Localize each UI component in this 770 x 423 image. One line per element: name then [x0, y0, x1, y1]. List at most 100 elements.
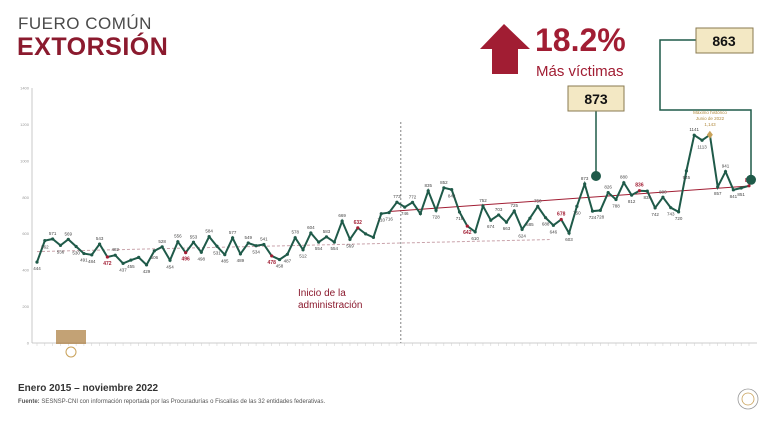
- data-point: [137, 255, 141, 259]
- data-label: 834: [644, 195, 652, 200]
- data-label: 945: [683, 175, 691, 180]
- data-label: 746: [401, 211, 409, 216]
- trend-line-before: [36, 239, 550, 253]
- data-point: [567, 231, 571, 235]
- data-point: [105, 255, 110, 259]
- data-point: [51, 237, 55, 241]
- data-label: 506: [151, 255, 159, 260]
- data-point: [144, 263, 149, 267]
- data-point: [254, 244, 258, 248]
- data-point: [74, 244, 78, 249]
- data-point: [473, 230, 477, 234]
- data-label: 772: [409, 194, 417, 199]
- data-point: [551, 223, 555, 227]
- data-point: [43, 239, 47, 243]
- data-point: [606, 190, 610, 195]
- data-point: [410, 200, 415, 204]
- data-point: [512, 209, 516, 213]
- data-point: [403, 205, 407, 209]
- data-point: [340, 219, 344, 223]
- data-label: 484: [88, 259, 96, 264]
- y-tick-label: 0: [27, 341, 30, 346]
- data-label: 710: [378, 218, 386, 223]
- record-marker-icon: [706, 130, 713, 139]
- data-point: [504, 220, 509, 224]
- data-label: 583: [323, 229, 331, 234]
- data-point: [270, 254, 274, 258]
- data-label: 491: [80, 258, 88, 263]
- data-label: 489: [237, 258, 245, 263]
- data-label: 703: [495, 207, 503, 212]
- data-point: [364, 232, 368, 236]
- data-point: [684, 169, 689, 173]
- data-point: [630, 193, 634, 197]
- data-point: [583, 182, 587, 186]
- data-label: 569: [346, 243, 354, 248]
- data-label: 455: [127, 264, 135, 269]
- data-point: [598, 208, 602, 212]
- data-label: 674: [487, 224, 495, 229]
- data-label: 1113: [697, 144, 707, 149]
- data-point: [575, 204, 579, 208]
- data-point: [262, 242, 266, 247]
- data-label: 669: [338, 213, 346, 218]
- data-label: 610: [471, 236, 479, 241]
- data-label: 812: [628, 199, 636, 204]
- data-label: 429: [143, 269, 151, 274]
- series-points: [35, 133, 751, 267]
- data-point: [293, 236, 297, 240]
- data-point: [395, 200, 399, 204]
- data-point: [450, 188, 454, 192]
- data-point: [489, 218, 493, 222]
- data-label: 835: [424, 183, 432, 188]
- data-label: 800: [659, 189, 667, 194]
- data-point: [379, 212, 383, 216]
- data-point: [559, 217, 563, 222]
- data-point: [246, 241, 250, 245]
- data-label: 454: [166, 264, 174, 269]
- data-label: 750: [534, 198, 542, 203]
- data-label: 646: [550, 229, 558, 234]
- data-label: 530: [72, 250, 80, 255]
- data-label: 444: [33, 266, 41, 271]
- data-point: [215, 244, 219, 248]
- chart-kicker: FUERO COMÚN: [18, 14, 152, 33]
- y-tick-label: 400: [22, 268, 29, 273]
- data-label: 543: [96, 236, 104, 241]
- record-annotation: Máximo histórico Junio de 2022 1,143: [693, 110, 727, 139]
- record-value: 1,143: [704, 122, 716, 127]
- record-label-1: Máximo histórico: [693, 110, 727, 115]
- data-point: [543, 216, 548, 220]
- data-label: 728: [432, 214, 440, 219]
- data-point: [168, 258, 172, 262]
- data-label: 554: [315, 246, 323, 251]
- y-tick-label: 1400: [20, 86, 30, 91]
- data-label: 482: [111, 247, 119, 252]
- data-point: [747, 184, 751, 188]
- data-point: [301, 248, 305, 252]
- data-point: [191, 240, 196, 244]
- data-point: [66, 237, 70, 241]
- data-point: [536, 204, 540, 208]
- data-label: 788: [612, 203, 620, 208]
- source-label: Fuente:: [18, 399, 40, 405]
- data-label: 487: [284, 258, 292, 263]
- data-label: 725: [511, 203, 519, 208]
- y-tick-label: 200: [22, 304, 29, 309]
- data-point: [637, 189, 642, 193]
- data-point: [35, 260, 39, 264]
- up-arrow-icon: [480, 24, 530, 74]
- data-point: [622, 181, 626, 185]
- data-point: [223, 253, 227, 257]
- data-label: 584: [205, 229, 213, 234]
- chart-title: EXTORSIÓN: [17, 33, 169, 61]
- data-label: 685: [526, 222, 534, 227]
- data-point: [324, 235, 329, 239]
- data-point: [716, 185, 720, 189]
- data-point: [387, 210, 391, 215]
- data-point: [653, 206, 657, 210]
- series-line: [36, 133, 750, 267]
- data-label: 512: [299, 254, 307, 259]
- callout-873: 873: [567, 85, 625, 181]
- data-label: 536: [57, 249, 65, 254]
